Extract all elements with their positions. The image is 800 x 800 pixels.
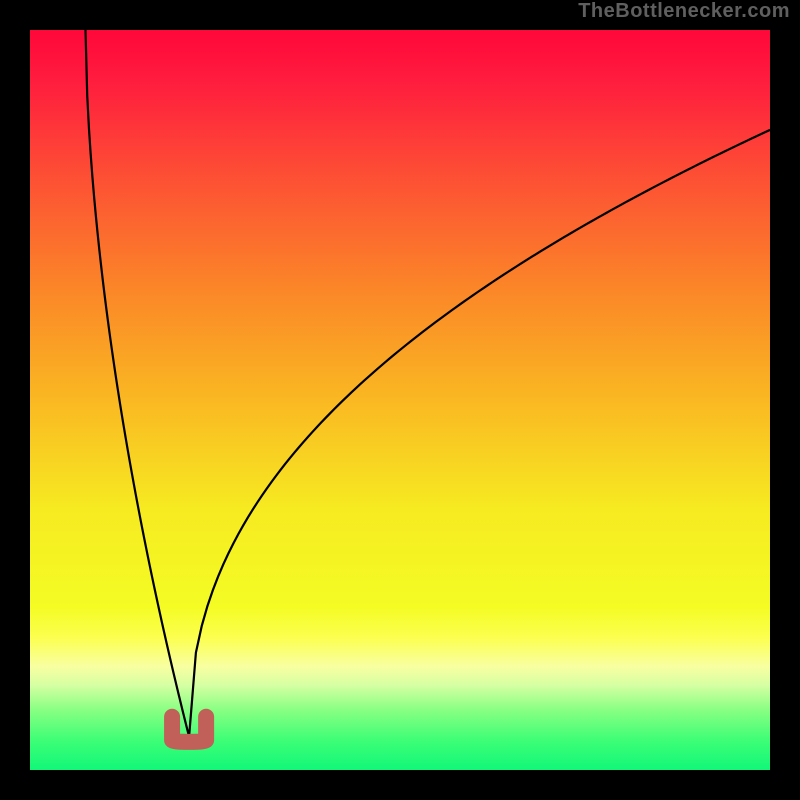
bottleneck-chart [0, 0, 800, 800]
gradient-background [30, 30, 770, 770]
chart-container: { "watermark": { "text": "TheBottlenecke… [0, 0, 800, 800]
watermark-text: TheBottlenecker.com [578, 0, 790, 23]
